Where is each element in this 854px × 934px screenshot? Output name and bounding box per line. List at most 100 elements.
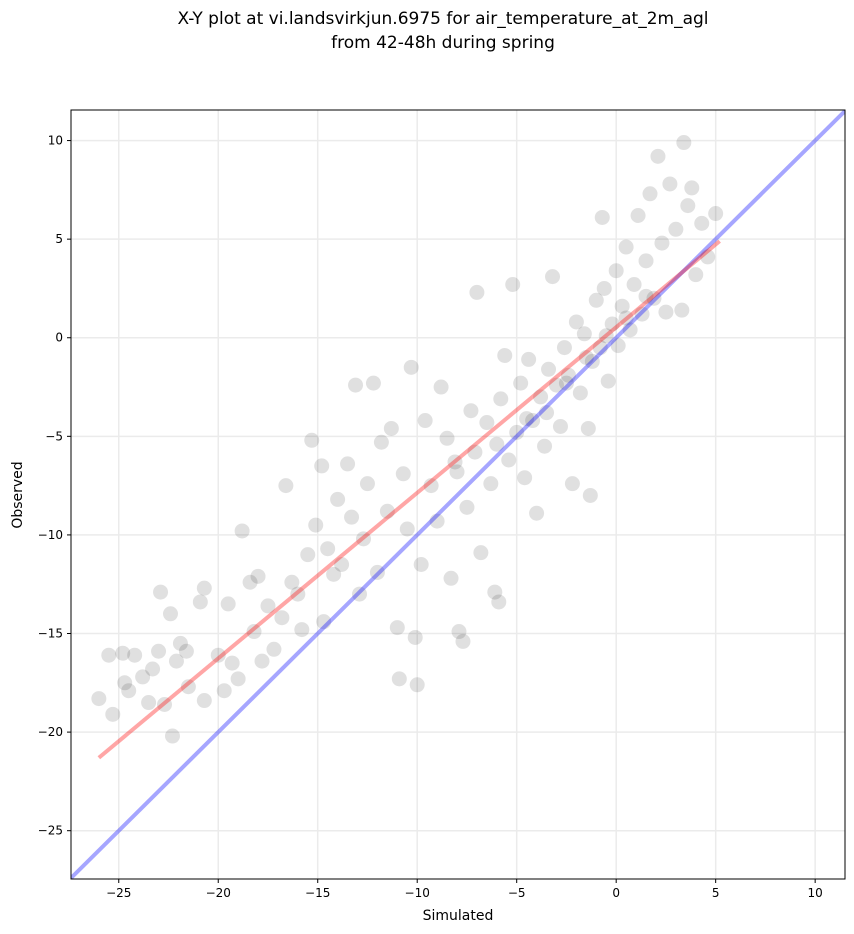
chart-title: from 42-48h during spring [331, 33, 555, 53]
plot-area [71, 110, 845, 879]
point [497, 347, 513, 363]
point [192, 594, 208, 610]
point [684, 180, 700, 196]
point [541, 361, 557, 377]
point [359, 476, 375, 492]
y-tick-label: −10 [38, 528, 63, 542]
point [463, 403, 479, 419]
point [473, 545, 489, 561]
point [373, 434, 389, 450]
point [105, 706, 121, 722]
point [608, 263, 624, 279]
point [391, 671, 407, 687]
point [210, 647, 226, 663]
point [278, 478, 294, 494]
point [708, 206, 724, 222]
point [153, 584, 169, 600]
point [529, 505, 545, 521]
point [135, 669, 151, 685]
point [582, 487, 598, 503]
point [618, 310, 634, 326]
y-axis-label: Observed [10, 461, 26, 528]
point [121, 683, 137, 699]
point [326, 566, 342, 582]
point [505, 277, 521, 293]
point [545, 269, 561, 285]
point [260, 598, 276, 614]
point [172, 635, 188, 651]
x-tick-label: 0 [612, 886, 620, 900]
point [250, 568, 266, 584]
point [521, 351, 537, 367]
point [164, 728, 180, 744]
point [178, 643, 194, 659]
point [598, 328, 614, 344]
chart-title: X-Y plot at vi.landsvirkjun.6975 for air… [177, 9, 708, 29]
x-tick-label: 5 [712, 886, 720, 900]
point [451, 624, 467, 640]
point [455, 633, 471, 649]
y-tick-label: −20 [38, 725, 63, 739]
point [539, 405, 555, 421]
point [220, 596, 236, 612]
grid [71, 110, 845, 879]
point [509, 424, 525, 440]
x-tick-label: −5 [508, 886, 526, 900]
point [596, 280, 612, 296]
point [196, 580, 212, 596]
x-tick-label: −15 [305, 886, 330, 900]
point [379, 503, 395, 519]
point [517, 470, 533, 486]
point [578, 349, 594, 365]
point [334, 556, 350, 572]
point [604, 316, 620, 332]
y-tick-label: −25 [38, 824, 63, 838]
point [447, 454, 463, 470]
point [162, 606, 178, 622]
point [638, 288, 654, 304]
point [489, 436, 505, 452]
x-tick-label: −10 [405, 886, 430, 900]
point [483, 476, 499, 492]
point [254, 653, 270, 669]
point [314, 458, 330, 474]
point [224, 655, 240, 671]
point [348, 377, 364, 393]
point [487, 584, 503, 600]
point [552, 418, 568, 434]
point [91, 691, 107, 707]
point [642, 186, 658, 202]
point [668, 221, 684, 237]
y-tick-label: 10 [48, 134, 63, 148]
point [556, 340, 572, 356]
point [467, 444, 483, 460]
point [395, 466, 411, 482]
point [340, 456, 356, 472]
point [274, 610, 290, 626]
point [626, 277, 642, 293]
point [439, 430, 455, 446]
point [417, 413, 433, 429]
reference-line [97, 239, 721, 760]
point [157, 696, 173, 712]
point [290, 586, 306, 602]
point [618, 239, 634, 255]
point [180, 679, 196, 695]
point [634, 306, 650, 322]
point [117, 675, 133, 691]
point [580, 420, 596, 436]
point [600, 373, 616, 389]
point [344, 509, 360, 525]
point [630, 207, 646, 223]
point [294, 622, 310, 638]
x-tick-label: −20 [206, 886, 231, 900]
point [533, 389, 549, 405]
y-tick-label: 0 [55, 331, 63, 345]
point [234, 523, 250, 539]
y-tick-label: −15 [38, 627, 63, 641]
point [694, 215, 710, 231]
point [409, 677, 425, 693]
point [216, 683, 232, 699]
